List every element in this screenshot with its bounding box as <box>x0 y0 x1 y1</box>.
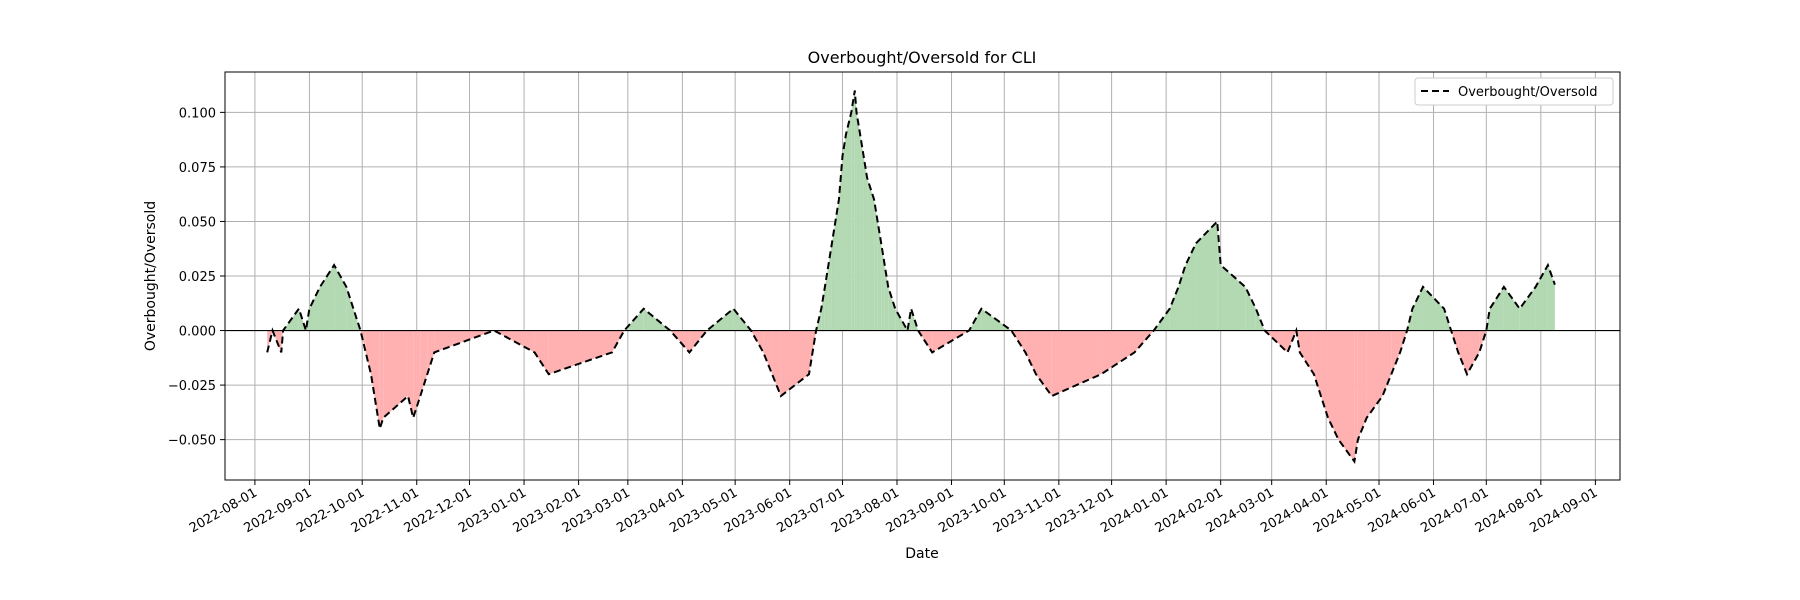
positive-area <box>1169 286 1179 331</box>
negative-area <box>534 330 549 375</box>
negative-area <box>1354 330 1358 462</box>
negative-area <box>1366 330 1383 418</box>
negative-area <box>1025 330 1036 375</box>
negative-area <box>1101 330 1135 375</box>
negative-area <box>1313 330 1321 396</box>
negative-area <box>365 330 372 375</box>
positive-area <box>816 308 822 331</box>
positive-area <box>1422 286 1445 331</box>
positive-area <box>1503 286 1520 331</box>
positive-area <box>835 199 839 331</box>
chart-title: Overbought/Oversold for CLI <box>808 48 1037 67</box>
positive-area <box>346 286 354 331</box>
positive-area <box>1217 221 1221 331</box>
negative-area <box>427 330 435 375</box>
x-axis-label: Date <box>905 546 938 562</box>
y-tick-label: −0.050 <box>168 434 216 449</box>
positive-area <box>877 221 882 331</box>
positive-area <box>319 265 335 331</box>
negative-area <box>1338 330 1355 462</box>
positive-area <box>1489 286 1504 331</box>
positive-area <box>856 112 861 331</box>
positive-area <box>867 177 875 331</box>
positive-area <box>309 286 320 331</box>
positive-area <box>1220 265 1246 331</box>
positive-area <box>842 134 846 331</box>
positive-area <box>1185 243 1197 331</box>
negative-area <box>772 330 781 396</box>
y-tick-label: 0.000 <box>179 325 216 340</box>
y-tick-label: 0.100 <box>179 106 216 121</box>
legend-box <box>1414 77 1614 106</box>
y-tick-label: −0.025 <box>168 379 216 394</box>
negative-area <box>407 330 414 418</box>
negative-area <box>383 330 408 418</box>
legend-label: Overbought/Oversold <box>1458 85 1598 100</box>
positive-area <box>854 90 857 331</box>
positive-area <box>1412 286 1423 331</box>
positive-area <box>1519 286 1536 331</box>
positive-area <box>1535 265 1548 331</box>
series-line <box>266 90 1556 465</box>
negative-area <box>413 330 421 418</box>
positive-area <box>863 156 868 331</box>
grid <box>225 72 1620 480</box>
negative-area <box>1327 330 1339 440</box>
positive-area <box>1196 221 1218 331</box>
negative-area <box>1320 330 1328 418</box>
positive-area <box>874 199 878 331</box>
positive-area <box>888 286 896 331</box>
y-tick-label: 0.075 <box>179 161 216 176</box>
negative-area <box>1357 330 1367 440</box>
negative-area <box>1466 330 1480 375</box>
positive-area <box>334 265 347 331</box>
y-tick-label: 0.025 <box>179 270 216 285</box>
negative-area <box>1391 330 1401 375</box>
y-axis-ticks: −0.050 −0.025 0.000 0.025 0.050 0.075 0.100 <box>168 106 225 449</box>
positive-area <box>824 265 829 331</box>
y-axis-label: Overbought/Oversold <box>143 201 159 351</box>
positive-area <box>860 134 864 331</box>
positive-area <box>831 221 836 331</box>
positive-area <box>1178 265 1186 331</box>
x-axis-ticks: 2022-08-012022-09-012022-10-012022-11-01… <box>187 480 1600 536</box>
negative-area <box>1458 330 1467 375</box>
positive-area <box>1245 286 1256 331</box>
negative-area <box>548 330 613 375</box>
negative-area <box>763 330 773 375</box>
negative-area <box>1299 330 1314 375</box>
positive-area <box>845 112 852 331</box>
positive-area <box>851 90 855 331</box>
y-tick-label: 0.050 <box>179 215 216 230</box>
negative-area <box>379 330 384 429</box>
legend: Overbought/Oversold <box>1414 77 1614 106</box>
